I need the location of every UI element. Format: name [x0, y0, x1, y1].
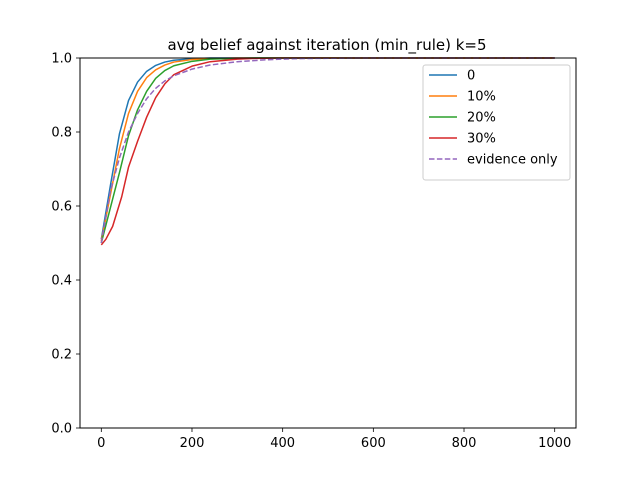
legend-label: 20%	[467, 111, 496, 126]
y-tick-label: 0.4	[51, 274, 72, 289]
y-axis: 0.0 0.2 0.4 0.6 0.8 1.0	[51, 52, 80, 437]
plot-frame	[79, 57, 577, 429]
legend-label: 30%	[467, 132, 496, 147]
y-tick-label: 0.0	[51, 422, 72, 437]
series-line-3	[100, 57, 555, 246]
x-tick-label: 600	[361, 436, 386, 451]
x-tick-label: 800	[452, 436, 477, 451]
legend: 0 10% 20% 30% evidence only	[422, 64, 571, 181]
x-tick-label: 0	[97, 436, 105, 451]
legend-label: evidence only	[467, 153, 558, 168]
chart-title: avg belief against iteration (min_rule) …	[167, 36, 486, 55]
legend-label: 0	[467, 69, 475, 84]
y-tick-label: 0.2	[51, 348, 72, 363]
x-tick-label: 400	[270, 436, 295, 451]
legend-box	[422, 64, 571, 181]
y-tick-label: 0.6	[51, 200, 72, 215]
series-line-4	[100, 57, 555, 244]
y-tick-label: 0.8	[51, 126, 72, 141]
x-tick-label: 1000	[538, 436, 571, 451]
legend-label: 10%	[467, 90, 496, 105]
x-axis: 0 200 400 600 800 1000	[97, 428, 571, 451]
x-tick-label: 200	[180, 436, 205, 451]
y-tick-label: 1.0	[51, 52, 72, 67]
